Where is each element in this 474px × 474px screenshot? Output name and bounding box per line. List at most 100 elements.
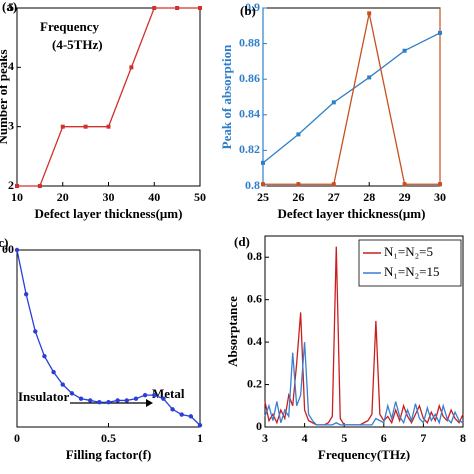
marker bbox=[133, 396, 139, 401]
x-tick-label: 5 bbox=[341, 431, 347, 445]
marker bbox=[106, 124, 111, 129]
marker bbox=[175, 6, 180, 10]
marker bbox=[170, 407, 175, 412]
x-tick-label: 6 bbox=[381, 431, 387, 445]
marker bbox=[179, 412, 184, 417]
y-axis-label: Number of peaks bbox=[0, 49, 10, 144]
marker bbox=[60, 382, 65, 387]
marker bbox=[51, 369, 56, 375]
marker bbox=[33, 329, 38, 334]
marker bbox=[402, 182, 407, 187]
marker bbox=[198, 6, 202, 10]
legend-box bbox=[358, 239, 462, 287]
y-tick-label: 3 bbox=[8, 118, 14, 132]
x-axis-label: Defect layer thickness(μm) bbox=[278, 206, 426, 221]
marker bbox=[367, 11, 372, 16]
x-tick-label: 30 bbox=[434, 190, 446, 204]
x-tick-label: 20 bbox=[57, 190, 69, 204]
panel-label: (c) bbox=[0, 235, 8, 250]
marker bbox=[69, 391, 75, 396]
y-tick-label: 0.86 bbox=[239, 71, 260, 85]
y-tick-label: 0.8 bbox=[245, 178, 260, 192]
marker bbox=[438, 182, 442, 187]
marker bbox=[261, 160, 265, 165]
x-tick-label: 8 bbox=[460, 431, 466, 445]
marker bbox=[15, 184, 19, 188]
y-tick-label: 2 bbox=[8, 178, 14, 192]
marker bbox=[188, 414, 194, 419]
plot-frame bbox=[264, 235, 464, 428]
x-tick-label: 1 bbox=[197, 431, 203, 445]
y-tick-label: 0.4 bbox=[247, 334, 262, 348]
line bbox=[263, 13, 440, 185]
marker bbox=[331, 100, 336, 105]
x-tick-label: 0 bbox=[14, 431, 20, 445]
marker bbox=[152, 6, 157, 10]
legend-label: N₁=N₂=15 bbox=[384, 264, 440, 279]
x-tick-label: 10 bbox=[11, 190, 23, 204]
marker bbox=[152, 392, 157, 398]
x-tick-label: 4 bbox=[302, 431, 308, 445]
marker bbox=[37, 184, 42, 188]
panel-label: (a) bbox=[2, 0, 17, 14]
x-tick-label: 40 bbox=[148, 190, 160, 204]
marker bbox=[14, 247, 20, 253]
x-tick-label: 7 bbox=[420, 431, 426, 445]
annotation: Insulator bbox=[18, 389, 70, 404]
y-tick-label: 0.2 bbox=[247, 376, 262, 390]
panel-label: (b) bbox=[240, 3, 256, 18]
arrow-head bbox=[146, 399, 153, 407]
marker bbox=[88, 398, 93, 403]
x-tick-label: 28 bbox=[363, 190, 375, 204]
y-tick-label: 0.8 bbox=[247, 249, 262, 263]
marker bbox=[78, 396, 84, 401]
y-tick-label: 5 bbox=[8, 0, 14, 14]
x-tick-label: 3 bbox=[262, 431, 268, 445]
marker bbox=[129, 65, 134, 70]
plot-frame bbox=[16, 7, 201, 187]
marker bbox=[97, 400, 102, 405]
x-tick-label: 0.5 bbox=[101, 431, 116, 445]
y-tick-label: 00 bbox=[2, 242, 14, 256]
panel-label: (d) bbox=[234, 234, 250, 249]
marker bbox=[197, 423, 203, 428]
line bbox=[262, 32, 441, 164]
x-tick-label: 26 bbox=[292, 190, 304, 204]
y-tick-label: 0.6 bbox=[247, 291, 262, 305]
marker bbox=[115, 398, 120, 403]
y-tick-label: 0 bbox=[256, 419, 262, 433]
line bbox=[264, 342, 464, 426]
x-tick-label: 29 bbox=[399, 190, 411, 204]
x-tick-label: 50 bbox=[194, 190, 206, 204]
annotation: Frequency bbox=[40, 19, 99, 34]
x-tick-label: 27 bbox=[328, 190, 340, 204]
marker bbox=[296, 132, 301, 137]
annotation: Metal bbox=[152, 386, 185, 401]
marker bbox=[261, 182, 265, 187]
marker bbox=[60, 124, 65, 129]
annotation: (4-5THz) bbox=[52, 37, 103, 52]
line bbox=[17, 7, 200, 187]
marker bbox=[438, 30, 442, 35]
x-axis-label: Filling factor(f) bbox=[66, 447, 152, 462]
x-axis-label: Defect layer thickness(μm) bbox=[35, 206, 183, 221]
marker bbox=[106, 400, 111, 405]
y-tick-label: 0.82 bbox=[239, 142, 260, 156]
marker bbox=[142, 392, 148, 398]
y-tick-label: 0.88 bbox=[239, 35, 260, 49]
marker bbox=[124, 398, 129, 403]
x-tick-label: 30 bbox=[103, 190, 115, 204]
marker bbox=[23, 292, 29, 297]
y-tick-label: 4 bbox=[8, 59, 14, 73]
x-tick-label: 25 bbox=[257, 190, 269, 204]
marker bbox=[161, 396, 166, 401]
marker bbox=[367, 75, 372, 80]
marker bbox=[331, 182, 336, 187]
marker bbox=[296, 182, 301, 187]
y-axis-label: Absorptance bbox=[225, 296, 240, 367]
x-axis-label: Frequency(THz) bbox=[318, 447, 410, 462]
y-tick-label: 0.9 bbox=[245, 0, 260, 14]
marker bbox=[42, 354, 47, 359]
marker bbox=[83, 124, 88, 129]
